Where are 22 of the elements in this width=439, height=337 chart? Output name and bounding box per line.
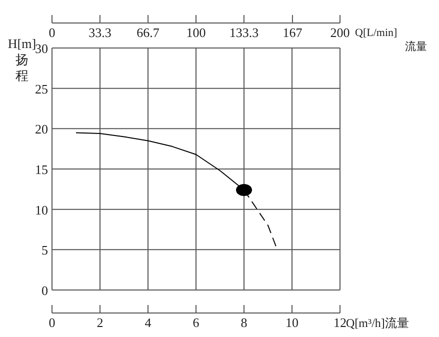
y-tick-label: 0 <box>42 283 48 298</box>
x-axis-title: Q[m³/h]流量 <box>346 316 409 330</box>
x-tick-label: 10 <box>286 315 298 330</box>
x-tick-label: 8 <box>240 315 248 330</box>
x-tick-label: 12 <box>334 315 346 330</box>
x-tick-label: 6 <box>192 315 200 330</box>
y-axis-title: H[m] 扬程 <box>8 36 36 83</box>
x-tick-label: 4 <box>144 315 152 330</box>
x2-tick-label: 100 <box>186 25 206 40</box>
y-tick-label: 20 <box>35 122 48 137</box>
x2-axis-title: Q[L/min] 流量 <box>355 27 427 53</box>
y-tick-label: 15 <box>35 162 48 177</box>
x2-tick-label: 133.3 <box>229 25 259 40</box>
x2-tick-label: 33.3 <box>88 25 112 40</box>
x2-tick-label: 66.7 <box>136 25 160 40</box>
x-tick-label: 2 <box>96 315 104 330</box>
y-tick-label: 25 <box>35 81 48 96</box>
x2-tick-label: 167 <box>282 25 303 40</box>
y-tick-label: 10 <box>35 202 48 218</box>
y-tick-label: 30 <box>35 41 48 56</box>
y-tick-label: 5 <box>42 242 48 258</box>
x2-tick-label: 200 <box>330 25 350 40</box>
